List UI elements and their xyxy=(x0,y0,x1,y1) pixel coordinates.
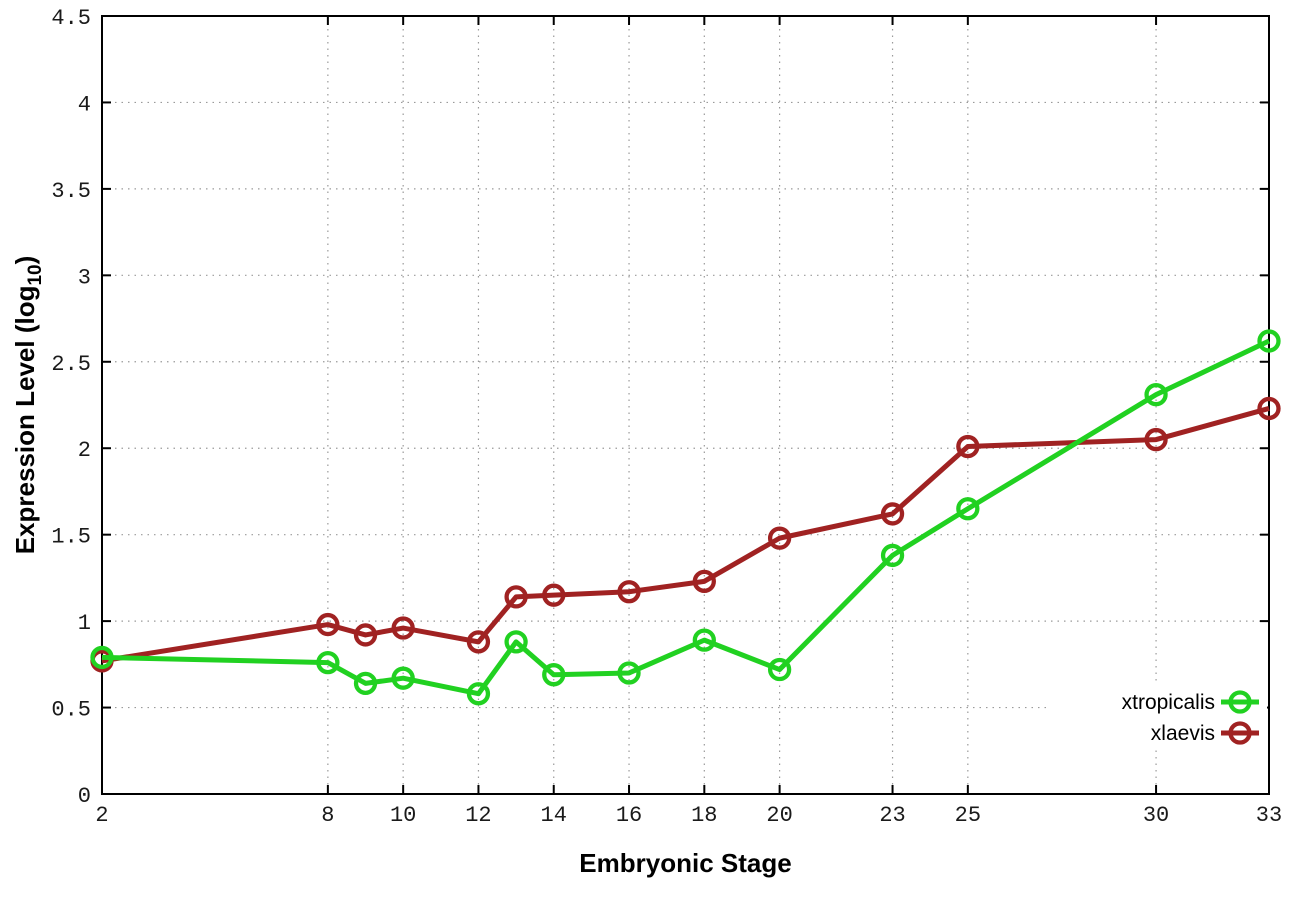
series-xlaevis xyxy=(90,396,1281,673)
data-point-xtropicalis xyxy=(617,661,641,685)
data-point-xlaevis xyxy=(542,583,566,607)
data-point-xtropicalis xyxy=(504,630,528,654)
legend-marker-xlaevis xyxy=(1228,721,1252,745)
y-tick-label: 1 xyxy=(78,611,91,636)
data-point-xtropicalis xyxy=(956,497,980,521)
data-point-xlaevis xyxy=(880,502,905,526)
data-point-xlaevis xyxy=(956,434,980,459)
data-point-xlaevis xyxy=(767,526,792,550)
data-point-xtropicalis xyxy=(466,682,491,706)
x-tick-label: 25 xyxy=(955,803,981,828)
y-tick-label: 4 xyxy=(78,92,91,117)
series-xtropicalis xyxy=(90,329,1281,706)
x-tick-label: 10 xyxy=(390,803,416,828)
data-point-xlaevis xyxy=(353,623,378,647)
data-point-xtropicalis xyxy=(1257,329,1281,353)
x-tick-label: 8 xyxy=(321,803,334,828)
data-point-xtropicalis xyxy=(90,645,114,670)
data-point-xtropicalis xyxy=(1144,382,1168,407)
data-point-xtropicalis xyxy=(542,663,566,687)
y-tick-label: 1.5 xyxy=(51,525,91,550)
data-point-xtropicalis xyxy=(391,666,415,690)
data-point-xlaevis xyxy=(1144,427,1168,452)
x-tick-label: 23 xyxy=(879,803,905,828)
legend-label-xtropicalis: xtropicalis xyxy=(1122,691,1215,714)
y-tick-label: 3.5 xyxy=(51,179,91,204)
y-tick-label: 0.5 xyxy=(51,698,91,723)
data-point-xlaevis xyxy=(391,616,415,640)
data-point-xlaevis xyxy=(1257,396,1281,421)
gridlines xyxy=(102,16,1269,794)
x-tick-label: 16 xyxy=(616,803,642,828)
y-tick-label: 2.5 xyxy=(51,352,91,377)
data-point-xtropicalis xyxy=(767,657,792,682)
series-line-xlaevis xyxy=(101,406,1270,664)
data-point-xtropicalis xyxy=(880,543,905,568)
data-point-xlaevis xyxy=(617,580,641,604)
x-tick-label: 12 xyxy=(465,803,491,828)
data-series xyxy=(90,329,1281,706)
data-point-xlaevis xyxy=(316,612,340,637)
data-point-xlaevis xyxy=(504,585,528,609)
y-tick-label: 0 xyxy=(78,784,91,809)
x-tick-label: 30 xyxy=(1143,803,1169,828)
legend-label-xlaevis: xlaevis xyxy=(1151,722,1215,745)
x-tick-label: 33 xyxy=(1256,803,1282,828)
y-tick-label: 2 xyxy=(78,438,91,463)
x-tick-label: 14 xyxy=(541,803,567,828)
y-tick-label: 4.5 xyxy=(51,6,91,31)
tick-labels: 2 8 10 12 14 16 18 20 23 25 30 33 0 0.5 1 1.5 2 2.5 3 3.5 4 4… xyxy=(51,6,1282,828)
series-line-xtropicalis xyxy=(101,338,1271,697)
axis-ticks xyxy=(101,15,1270,795)
legend-marker-xtropicalis xyxy=(1228,690,1252,714)
data-point-xtropicalis xyxy=(692,628,716,652)
x-tick-label: 2 xyxy=(95,803,108,828)
y-tick-label: 3 xyxy=(78,265,91,290)
x-tick-label: 18 xyxy=(691,803,717,828)
plot-border xyxy=(101,15,1270,795)
data-point-xlaevis xyxy=(692,569,716,593)
data-point-xlaevis xyxy=(466,630,491,654)
legend: xtropicalis xlaevis xyxy=(1050,683,1267,749)
x-axis-label: Embryonic Stage xyxy=(579,848,791,878)
y-axis-label: Expression Level (log10) xyxy=(10,256,46,555)
x-tick-label: 20 xyxy=(766,803,792,828)
data-point-xtropicalis xyxy=(316,650,340,675)
data-point-xtropicalis xyxy=(353,671,378,696)
